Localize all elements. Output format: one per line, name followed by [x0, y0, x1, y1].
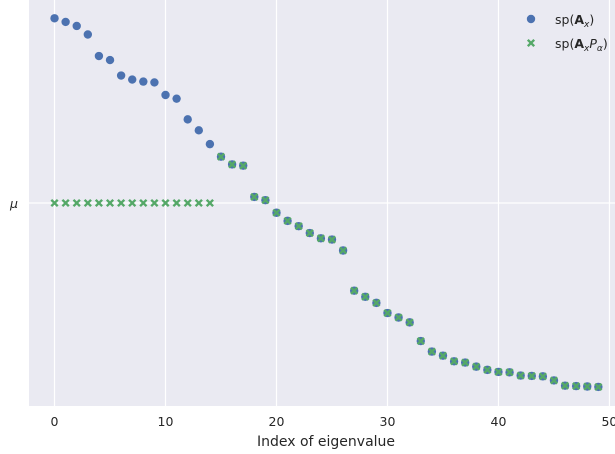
data-point-series-2	[527, 371, 536, 381]
tick-labels: 0 10 20 30 40 50 μ	[9, 196, 615, 429]
data-point-series-1	[128, 75, 137, 84]
data-point-series-1	[161, 90, 170, 100]
data-point-series-2	[94, 198, 103, 208]
data-point-series-2	[416, 336, 425, 346]
data-point-series-2	[72, 198, 81, 208]
y-tick-label-mu: μ	[9, 196, 18, 211]
data-point-series-2	[239, 161, 248, 170]
legend-marker-series-2	[526, 38, 536, 48]
legend-label-series-2: sp(AxPα)	[555, 36, 608, 54]
data-point-series-2	[294, 222, 303, 231]
data-point-series-1	[205, 139, 215, 149]
data-point-series-1	[194, 126, 204, 135]
data-point-series-2	[172, 198, 181, 208]
data-point-series-2	[583, 382, 592, 391]
data-point-series-2	[272, 208, 281, 217]
data-point-series-2	[383, 308, 392, 318]
data-point-series-2	[483, 365, 492, 374]
data-point-series-1	[183, 115, 192, 124]
data-point-series-2	[516, 371, 525, 380]
data-point-series-2	[83, 198, 92, 208]
data-point-series-2	[450, 357, 459, 366]
data-point-series-2	[372, 298, 381, 307]
data-point-series-2	[394, 313, 403, 322]
data-point-series-2	[549, 376, 559, 385]
data-point-series-2	[561, 381, 570, 390]
data-point-series-2	[350, 286, 359, 295]
data-point-series-2	[183, 198, 192, 208]
data-point-series-1	[94, 51, 104, 61]
legend-marker-series-1	[526, 14, 536, 24]
data-point-series-1	[116, 71, 126, 80]
data-point-series-2	[228, 160, 237, 169]
data-point-series-2	[161, 198, 170, 208]
data-point-series-2	[572, 382, 581, 391]
legend: sp(Ax) sp(AxPα)	[526, 12, 608, 54]
x-tick-label: 50	[601, 414, 615, 429]
data-point-series-2	[105, 198, 115, 208]
data-point-series-2	[594, 382, 603, 391]
data-point-series-2	[261, 196, 270, 205]
x-tick-label: 20	[269, 414, 285, 429]
data-point-series-2	[405, 318, 414, 327]
data-point-series-2	[427, 347, 436, 356]
data-point-series-2	[128, 198, 137, 208]
data-point-series-1	[150, 78, 159, 87]
data-point-series-2	[283, 216, 292, 225]
x-tick-label: 30	[380, 414, 396, 429]
data-point-series-2	[305, 228, 314, 238]
data-point-series-1	[72, 21, 81, 31]
data-point-series-2	[327, 235, 337, 244]
data-point-series-2	[461, 358, 470, 367]
x-tick-label: 0	[51, 414, 59, 429]
x-axis-label: Index of eigenvalue	[257, 434, 395, 450]
data-point-series-2	[50, 198, 59, 208]
data-point-series-2	[316, 234, 325, 243]
data-point-series-2	[117, 198, 126, 208]
data-point-series-2	[472, 362, 481, 371]
data-point-series-2	[216, 152, 226, 161]
data-points	[50, 14, 603, 392]
data-point-series-2	[494, 367, 503, 376]
data-point-series-2	[150, 198, 159, 208]
data-point-series-1	[50, 14, 59, 23]
data-point-series-2	[361, 292, 370, 301]
data-point-series-2	[438, 351, 448, 360]
data-point-series-1	[83, 30, 93, 39]
data-point-series-2	[205, 198, 214, 208]
x-tick-label: 10	[158, 414, 174, 429]
legend-label-series-1: sp(Ax)	[555, 12, 594, 30]
data-point-series-2	[139, 198, 148, 208]
data-point-series-1	[105, 55, 115, 65]
data-point-series-2	[61, 198, 70, 208]
data-point-series-2	[538, 372, 547, 381]
x-tick-label: 40	[491, 414, 507, 429]
data-point-series-1	[172, 94, 181, 103]
data-point-series-2	[194, 198, 203, 208]
data-point-series-2	[505, 368, 514, 377]
data-point-series-1	[139, 77, 148, 86]
data-point-series-2	[339, 246, 348, 255]
data-point-series-1	[61, 17, 70, 27]
data-point-series-2	[250, 192, 259, 201]
